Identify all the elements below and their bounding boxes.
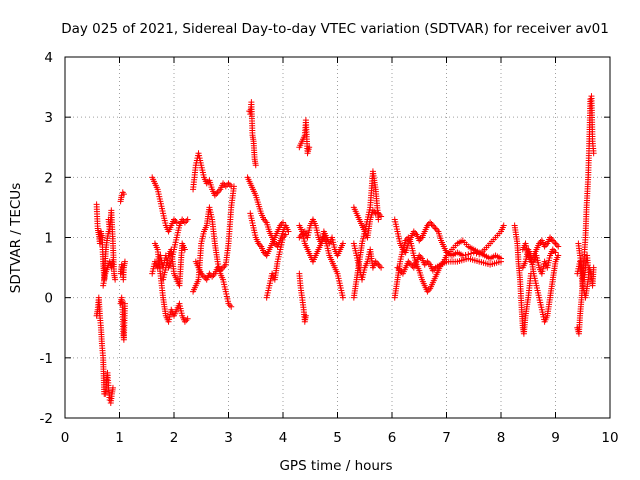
x-tick-label: 4 xyxy=(279,430,288,446)
data-point xyxy=(498,258,504,265)
data-point xyxy=(109,384,116,391)
data-point xyxy=(549,237,556,244)
data-point xyxy=(375,216,382,223)
data-point xyxy=(431,223,438,230)
data-point xyxy=(252,162,259,169)
data-point xyxy=(181,246,188,253)
data-point xyxy=(225,180,232,187)
data-point xyxy=(468,250,475,257)
data-point xyxy=(230,183,237,190)
y-tick-label: 3 xyxy=(44,110,53,126)
data-point xyxy=(429,222,436,229)
data-point xyxy=(590,150,597,157)
data-point xyxy=(181,219,188,226)
y-tick-label: 0 xyxy=(44,291,53,307)
data-point xyxy=(222,183,229,190)
data-point xyxy=(306,144,313,151)
data-point xyxy=(280,219,286,226)
data-point xyxy=(173,219,180,226)
x-tick-label: 0 xyxy=(61,430,70,446)
x-axis-label: GPS time / hours xyxy=(279,458,392,474)
data-point xyxy=(555,252,562,259)
data-point xyxy=(183,217,190,224)
x-tick-label: 10 xyxy=(601,430,618,446)
x-tick-label: 6 xyxy=(388,430,397,446)
plot-frame xyxy=(64,56,611,419)
data-point xyxy=(428,220,435,227)
data-point xyxy=(228,303,235,310)
data-point xyxy=(427,219,434,226)
x-tick-label: 7 xyxy=(442,430,451,446)
data-point xyxy=(220,264,227,271)
x-tick-label: 1 xyxy=(115,430,124,446)
data-point xyxy=(184,216,191,223)
data-point xyxy=(378,264,385,271)
data-point xyxy=(112,276,119,283)
data-point xyxy=(553,242,560,249)
y-axis-label: SDTVAR / TECUs xyxy=(8,183,24,293)
x-tick-label: 8 xyxy=(497,430,506,446)
data-point xyxy=(424,258,431,265)
y-tick-label: -1 xyxy=(40,351,53,367)
y-tick-label: -2 xyxy=(40,411,53,427)
data-point xyxy=(462,251,469,258)
data-point xyxy=(285,228,292,235)
data-point xyxy=(121,258,128,265)
grid-lines xyxy=(65,57,610,418)
data-point xyxy=(378,213,385,220)
x-tick-label: 9 xyxy=(551,430,560,446)
y-tick-label: 1 xyxy=(44,231,53,247)
data-point xyxy=(432,225,439,232)
data-point xyxy=(121,300,128,307)
data-point xyxy=(282,231,289,238)
data-point xyxy=(590,264,597,271)
data-point xyxy=(296,234,303,241)
data-points xyxy=(93,93,597,406)
data-point xyxy=(302,312,309,319)
y-tick-label: 2 xyxy=(44,170,53,186)
x-tick-label: 5 xyxy=(333,430,342,446)
data-point xyxy=(214,189,221,196)
data-point xyxy=(120,191,127,198)
y-tick-label: 4 xyxy=(44,50,53,66)
data-point xyxy=(552,240,559,247)
x-tick-label: 3 xyxy=(224,430,233,446)
tick-labels: 0 1 2 3 4 5 6 7 8 9 10 -2 -1 0 1 2 3 4 xyxy=(40,50,619,446)
data-point xyxy=(375,261,382,268)
data-point xyxy=(339,294,346,301)
data-point xyxy=(226,181,233,188)
x-tick-label: 2 xyxy=(170,430,179,446)
data-point xyxy=(184,315,191,322)
data-point xyxy=(552,249,559,256)
data-point xyxy=(555,243,562,250)
data-point xyxy=(339,240,346,247)
data-point xyxy=(459,252,466,259)
data-point xyxy=(585,264,592,271)
data-point xyxy=(118,261,125,268)
chart-title: Day 025 of 2021, Sidereal Day-to-day VTE… xyxy=(61,21,609,37)
data-point xyxy=(500,222,507,229)
data-point xyxy=(209,273,216,280)
